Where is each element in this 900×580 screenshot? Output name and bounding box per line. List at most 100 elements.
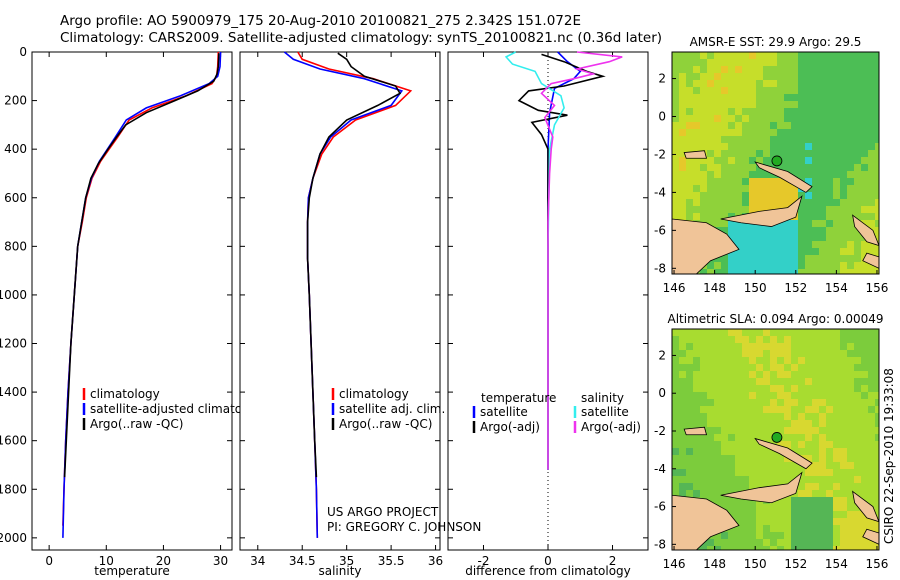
map-cell — [721, 357, 729, 365]
map-cell — [770, 73, 778, 81]
map-cell — [840, 546, 848, 550]
map-cell — [721, 532, 729, 540]
map-cell — [812, 164, 820, 172]
map-cell — [791, 255, 799, 263]
map-cell — [735, 497, 743, 505]
y-tick-label: -4 — [654, 462, 666, 476]
map-cell — [686, 329, 694, 337]
map-cell — [728, 262, 736, 270]
y-tick-label: 1000 — [0, 288, 27, 302]
map-cell — [770, 350, 778, 358]
map-cell — [735, 532, 743, 540]
map-cell — [777, 511, 785, 519]
map-cell — [686, 80, 694, 88]
map-cell — [833, 129, 841, 137]
map-cell — [847, 511, 855, 519]
map-cell — [756, 136, 764, 144]
map-cell — [819, 525, 827, 533]
map-cell — [770, 108, 778, 116]
map-cell — [819, 157, 827, 165]
map-cell — [714, 399, 722, 407]
y-tick-label: -4 — [654, 185, 666, 199]
map-cell — [833, 199, 841, 207]
map-cell — [679, 150, 687, 158]
map-cell — [819, 483, 827, 491]
map-cell — [728, 227, 736, 235]
map-cell — [875, 129, 879, 137]
map-cell — [742, 269, 750, 274]
map-cell — [854, 52, 862, 60]
map-cell — [700, 199, 708, 207]
map-cell — [693, 392, 701, 400]
map-cell — [721, 171, 729, 179]
map-cell — [868, 378, 876, 386]
map-cell — [840, 455, 848, 463]
map-cell — [672, 73, 680, 81]
map-cell — [791, 73, 799, 81]
map-cell — [735, 206, 743, 214]
map-cell — [693, 476, 701, 484]
map-cell — [833, 80, 841, 88]
land-mass — [672, 494, 740, 550]
map-cell — [861, 490, 869, 498]
map-cell — [721, 269, 729, 274]
map-cell — [763, 241, 771, 249]
map-cell — [770, 462, 778, 470]
map-cell — [812, 539, 820, 547]
map-cell — [861, 476, 869, 484]
map-cell — [770, 255, 778, 263]
map-cell — [854, 525, 862, 533]
map-cell — [833, 171, 841, 179]
map-cell — [686, 192, 694, 200]
map-cell — [847, 434, 855, 442]
map-cell — [735, 269, 743, 274]
map-cell — [686, 441, 694, 449]
map-cell — [784, 262, 792, 270]
x-tick-label: 154 — [825, 281, 848, 295]
map-cell — [833, 73, 841, 81]
map-cell — [707, 455, 715, 463]
map-cell — [812, 504, 820, 512]
y-tick-label: 1800 — [0, 482, 27, 496]
map-cell — [763, 448, 771, 456]
map-cell — [735, 448, 743, 456]
map-cell — [693, 66, 701, 74]
map-cell — [763, 336, 771, 344]
map-cell — [707, 476, 715, 484]
map-cell — [770, 406, 778, 414]
map-cell — [686, 94, 694, 102]
map-cell — [868, 213, 876, 221]
map-cell — [721, 192, 729, 200]
x-tick-label: 0 — [45, 554, 53, 568]
map-cell — [770, 150, 778, 158]
map-cell — [847, 59, 855, 67]
map-cell — [714, 52, 722, 60]
map-cell — [847, 234, 855, 242]
map-cell — [784, 371, 792, 379]
map-cell — [798, 262, 806, 270]
map-cell — [875, 122, 879, 130]
map-cell — [721, 101, 729, 109]
map-cell — [819, 66, 827, 74]
map-cell — [805, 546, 813, 550]
map-cell — [840, 448, 848, 456]
map-cell — [833, 455, 841, 463]
map-cell — [798, 518, 806, 526]
map-cell — [826, 546, 834, 550]
map-cell — [798, 220, 806, 228]
map-cell — [861, 518, 869, 526]
map-cell — [693, 94, 701, 102]
map-cell — [812, 73, 820, 81]
map-cell — [735, 59, 743, 67]
map-cell — [770, 539, 778, 547]
map-cell — [672, 157, 680, 165]
map-cell — [784, 66, 792, 74]
map-cell — [875, 378, 879, 386]
map-cell — [693, 413, 701, 421]
map-cell — [679, 213, 687, 221]
map-cell — [686, 66, 694, 74]
map-cell — [749, 336, 757, 344]
map-cell — [686, 476, 694, 484]
map-cell — [833, 52, 841, 60]
map-cell — [756, 434, 764, 442]
